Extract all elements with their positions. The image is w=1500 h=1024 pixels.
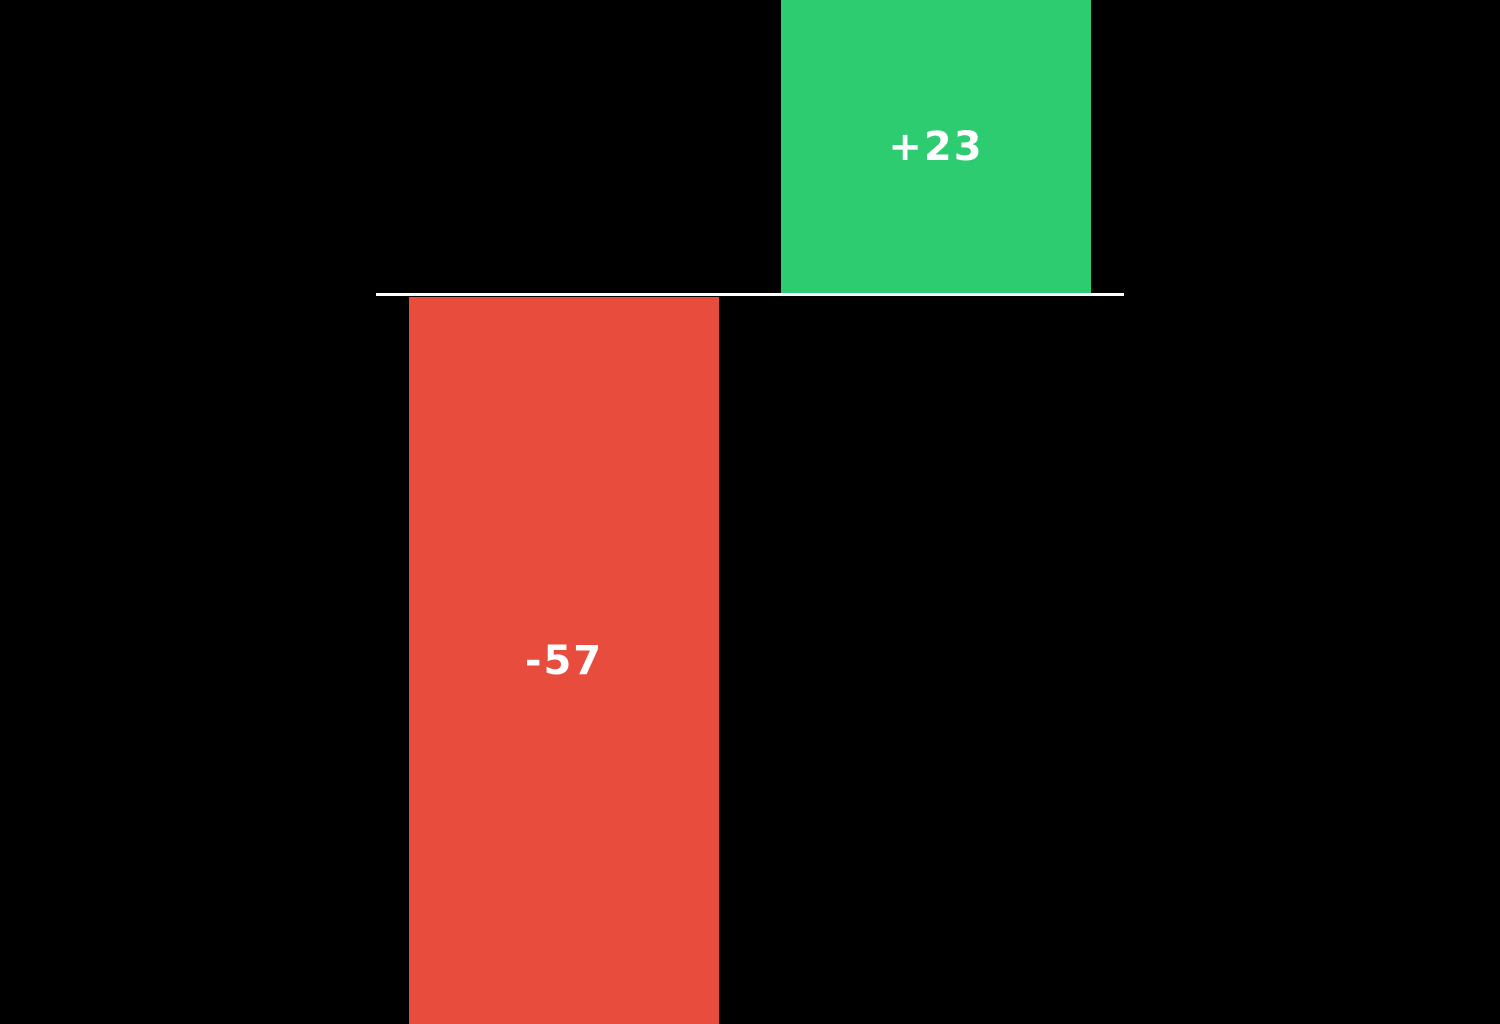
bar-positive: +23 (781, 0, 1091, 293)
bar-negative-value-label: -57 (524, 637, 604, 684)
bar-negative: -57 (409, 297, 719, 1024)
zero-baseline (376, 293, 1124, 296)
bar-positive-value-label: +23 (888, 123, 984, 170)
